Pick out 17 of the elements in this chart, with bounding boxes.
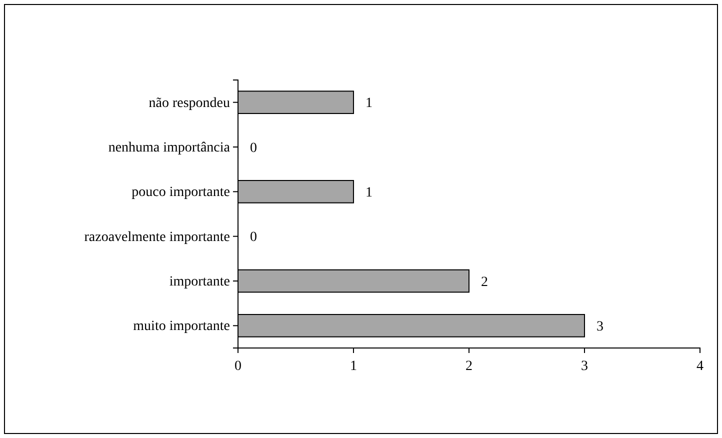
x-tick-label: 4	[696, 359, 704, 374]
data-label: 2	[481, 274, 488, 290]
y-tick-label: muito importante	[133, 319, 230, 334]
data-label: 1	[366, 186, 372, 201]
data-label: 0	[250, 140, 257, 156]
x-tick-label: 3	[581, 359, 588, 374]
x-tick-label: 0	[234, 359, 242, 374]
y-tick-label: pouco importante	[132, 185, 230, 200]
y-tick-label: importante	[169, 274, 230, 290]
data-label: 1	[366, 96, 372, 112]
x-tick-label: 2	[466, 359, 472, 374]
y-tick-label: não respondeu	[148, 96, 230, 111]
data-label: 0	[250, 230, 257, 246]
y-tick-label: nenhuma importância	[108, 140, 231, 156]
x-tick-label: 1	[350, 359, 357, 374]
data-label: 3	[596, 320, 604, 335]
y-tick-label: razoavelmente importante	[84, 230, 230, 245]
